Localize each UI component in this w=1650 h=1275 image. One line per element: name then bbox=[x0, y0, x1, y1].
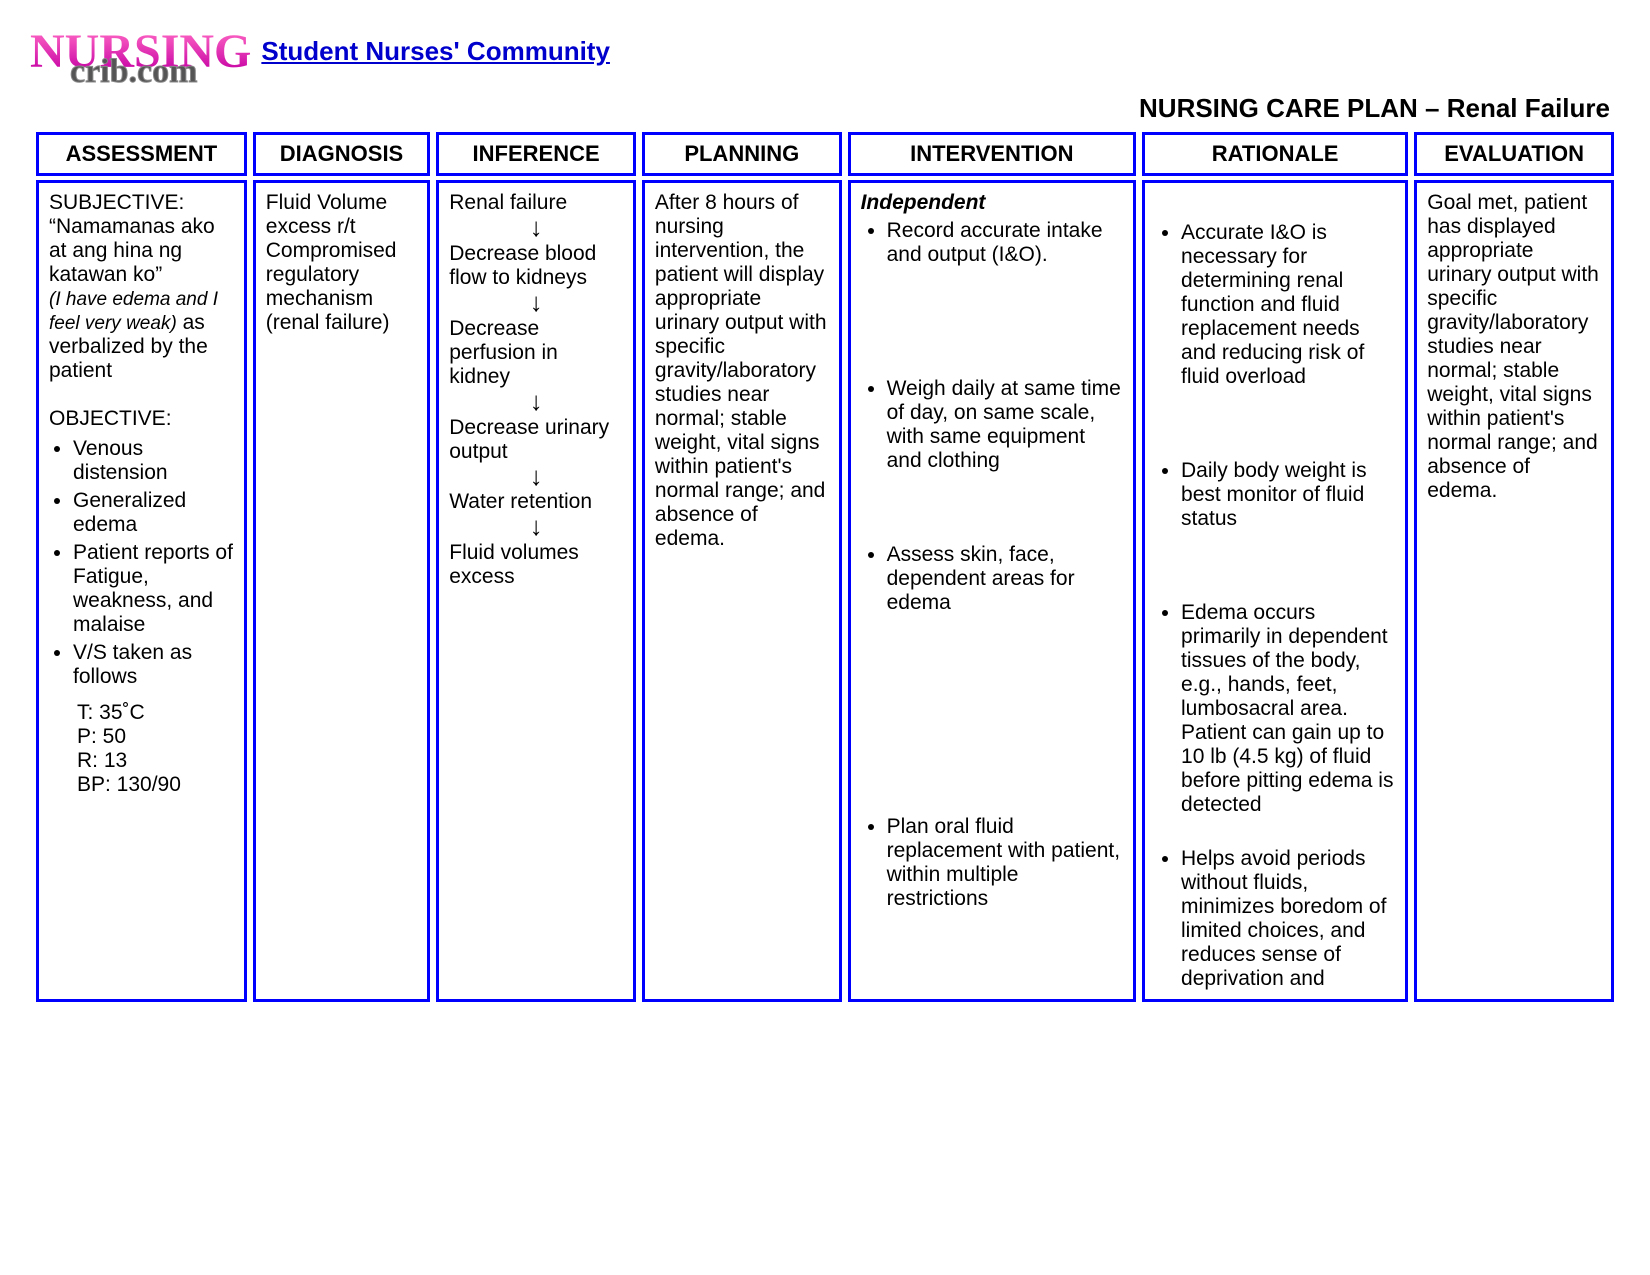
list-item: Helps avoid periods without fluids, mini… bbox=[1181, 847, 1395, 991]
table-body-row: SUBJECTIVE: “Namamanas ako at ang hina n… bbox=[36, 180, 1614, 1002]
vital-pulse: P: 50 bbox=[77, 725, 234, 749]
header: NURSING Student Nurses' Community bbox=[30, 30, 1620, 73]
intervention-list: Record accurate intake and output (I&O).… bbox=[861, 219, 1123, 911]
arrow-down-icon: ↓ bbox=[449, 292, 623, 313]
arrow-down-icon: ↓ bbox=[449, 516, 623, 537]
col-rationale: RATIONALE bbox=[1142, 132, 1408, 176]
vital-bp: BP: 130/90 bbox=[77, 773, 234, 797]
subjective-label: SUBJECTIVE: bbox=[49, 191, 184, 214]
cell-intervention: Independent Record accurate intake and o… bbox=[848, 180, 1136, 1002]
planning-text: After 8 hours of nursing intervention, t… bbox=[655, 191, 829, 551]
arrow-down-icon: ↓ bbox=[449, 217, 623, 238]
list-item: Patient reports of Fatigue, weakness, an… bbox=[73, 541, 234, 637]
inference-step: Decrease perfusion in kidney bbox=[449, 317, 623, 389]
rationale-list: Accurate I&O is necessary for determinin… bbox=[1155, 221, 1395, 991]
cell-evaluation: Goal met, patient has displayed appropri… bbox=[1414, 180, 1614, 1002]
vital-temp: T: 35˚C bbox=[77, 701, 234, 725]
objective-list: Venous distension Generalized edema Pati… bbox=[49, 437, 234, 689]
cell-rationale: Accurate I&O is necessary for determinin… bbox=[1142, 180, 1408, 1002]
intervention-section-label: Independent bbox=[861, 191, 1123, 215]
evaluation-text: Goal met, patient has displayed appropri… bbox=[1427, 191, 1601, 503]
list-item: Assess skin, face, dependent areas for e… bbox=[887, 543, 1123, 615]
col-intervention: INTERVENTION bbox=[848, 132, 1136, 176]
doc-title: NURSING CARE PLAN – Renal Failure bbox=[30, 93, 1610, 124]
logo: NURSING bbox=[30, 30, 251, 73]
objective-label: OBJECTIVE: bbox=[49, 407, 234, 431]
list-item: Record accurate intake and output (I&O). bbox=[887, 219, 1123, 267]
arrow-down-icon: ↓ bbox=[449, 466, 623, 487]
subjective-quote: “Namamanas ako at ang hina ng katawan ko… bbox=[49, 215, 215, 286]
cell-inference: Renal failure ↓ Decrease blood flow to k… bbox=[436, 180, 636, 1002]
community-link[interactable]: Student Nurses' Community bbox=[261, 36, 610, 67]
list-item: Venous distension bbox=[73, 437, 234, 485]
list-item: Plan oral fluid replacement with patient… bbox=[887, 815, 1123, 911]
cell-planning: After 8 hours of nursing intervention, t… bbox=[642, 180, 842, 1002]
list-item: Weigh daily at same time of day, on same… bbox=[887, 377, 1123, 473]
list-item: Generalized edema bbox=[73, 489, 234, 537]
col-diagnosis: DIAGNOSIS bbox=[253, 132, 430, 176]
inference-step: Decrease blood flow to kidneys bbox=[449, 242, 623, 290]
page: NURSING Student Nurses' Community NURSIN… bbox=[0, 0, 1650, 1275]
col-inference: INFERENCE bbox=[436, 132, 636, 176]
list-item: Daily body weight is best monitor of flu… bbox=[1181, 459, 1395, 531]
col-assessment: ASSESSMENT bbox=[36, 132, 247, 176]
list-item: Accurate I&O is necessary for determinin… bbox=[1181, 221, 1395, 389]
list-item: Edema occurs primarily in dependent tiss… bbox=[1181, 601, 1395, 817]
cell-assessment: SUBJECTIVE: “Namamanas ako at ang hina n… bbox=[36, 180, 247, 1002]
col-evaluation: EVALUATION bbox=[1414, 132, 1614, 176]
spacer bbox=[1155, 191, 1395, 217]
col-planning: PLANNING bbox=[642, 132, 842, 176]
inference-step: Decrease urinary output bbox=[449, 416, 623, 464]
inference-step: Fluid volumes excess bbox=[449, 541, 623, 589]
vital-resp: R: 13 bbox=[77, 749, 234, 773]
subjective-block: SUBJECTIVE: “Namamanas ako at ang hina n… bbox=[49, 191, 234, 383]
vitals: T: 35˚C P: 50 R: 13 BP: 130/90 bbox=[77, 701, 234, 797]
cell-diagnosis: Fluid Volume excess r/t Compromised regu… bbox=[253, 180, 430, 1002]
list-item: V/S taken as follows bbox=[73, 641, 234, 689]
diagnosis-text: Fluid Volume excess r/t Compromised regu… bbox=[266, 191, 417, 335]
table-header-row: ASSESSMENT DIAGNOSIS INFERENCE PLANNING … bbox=[36, 132, 1614, 176]
care-plan-table: ASSESSMENT DIAGNOSIS INFERENCE PLANNING … bbox=[30, 128, 1620, 1006]
arrow-down-icon: ↓ bbox=[449, 391, 623, 412]
